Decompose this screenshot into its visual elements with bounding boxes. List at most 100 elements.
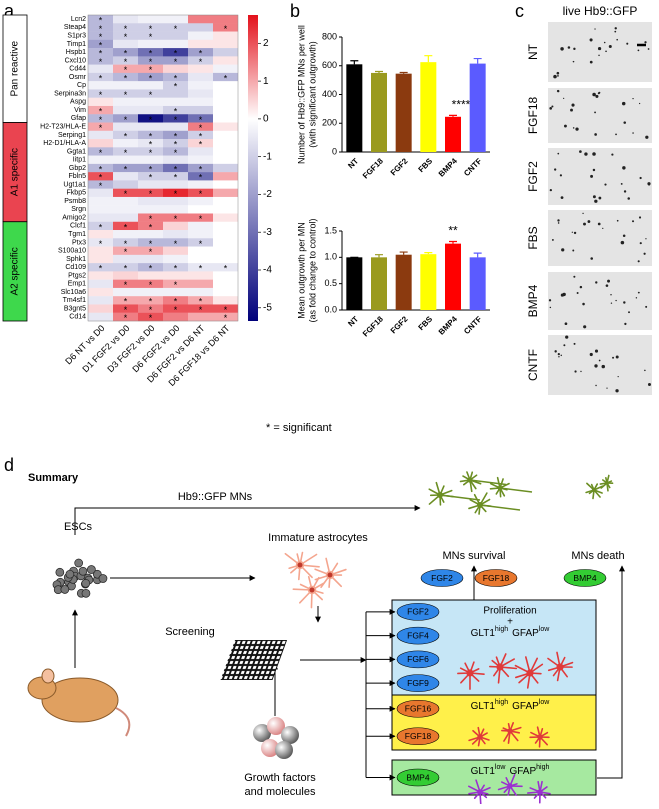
marker-level: high xyxy=(536,764,549,771)
heat-cell xyxy=(188,280,213,288)
heat-cell xyxy=(113,98,138,106)
x-tick-label: NT xyxy=(346,156,360,170)
cell-dot xyxy=(598,223,601,226)
cell-dot xyxy=(594,28,595,29)
heat-cell xyxy=(213,56,238,64)
colorbar-tick-label: -4 xyxy=(263,265,272,276)
x-tick-label: FGF18 xyxy=(361,156,385,180)
heat-cell xyxy=(88,139,113,147)
panel-label: b xyxy=(290,1,300,21)
gene-label: Tm4sf1 xyxy=(63,297,86,304)
heat-cell xyxy=(188,313,213,321)
gene-label: Gfap xyxy=(71,115,86,122)
bar xyxy=(396,255,412,310)
gene-label: Tgm1 xyxy=(68,231,86,238)
heat-cell xyxy=(163,197,188,205)
heat-cell xyxy=(213,114,238,122)
cell-dot xyxy=(638,292,640,294)
heat-cell xyxy=(163,32,188,40)
cell-dot xyxy=(560,47,563,50)
screening-label: Screening xyxy=(165,626,215,638)
esc-cell xyxy=(66,570,74,578)
heat-cell xyxy=(163,255,188,263)
cell-dot xyxy=(626,43,628,45)
heat-cell xyxy=(88,255,113,263)
condition-label: NT xyxy=(526,43,540,60)
gene-label: Serping1 xyxy=(58,132,86,139)
gene-label: Amigo2 xyxy=(62,214,86,221)
cell-dot xyxy=(632,98,633,99)
colorbar-tick-label: -1 xyxy=(263,151,272,162)
heat-cell xyxy=(163,15,188,23)
heat-cell xyxy=(88,213,113,221)
heat-cell xyxy=(213,15,238,23)
heat-cell xyxy=(188,106,213,114)
heat-cell xyxy=(138,15,163,23)
heat-cell xyxy=(163,89,188,97)
cell-dot xyxy=(565,322,568,325)
growth-factors-label: and molecules xyxy=(245,786,316,798)
heat-cell xyxy=(213,106,238,114)
cell-dot xyxy=(602,365,605,368)
error-bar xyxy=(400,252,408,255)
heat-cell xyxy=(88,65,113,73)
factor-label: BMP4 xyxy=(406,772,429,782)
cell-dot xyxy=(593,169,595,171)
panel-label: d xyxy=(4,455,14,475)
reactive-astrocyte xyxy=(466,669,473,676)
heat-cell xyxy=(163,271,188,279)
error-bar xyxy=(350,61,358,65)
heat-cell xyxy=(213,205,238,213)
cell-dot xyxy=(606,284,609,287)
bar xyxy=(420,254,436,310)
heat-cell xyxy=(188,180,213,188)
heat-cell xyxy=(213,40,238,48)
heat-cell xyxy=(138,40,163,48)
error-bar xyxy=(474,253,482,257)
heat-cell xyxy=(88,288,113,296)
error-bar xyxy=(375,72,383,73)
gene-label: H2-T23/HLA-E xyxy=(40,123,86,130)
marker-gene: GFAP xyxy=(509,766,536,777)
condition-label: BMP4 xyxy=(526,284,540,317)
dying-neuron xyxy=(592,488,596,492)
cell-dot xyxy=(574,343,576,345)
reactive-astrocyte xyxy=(526,669,533,676)
heat-cell xyxy=(213,48,238,56)
cell-dot xyxy=(565,336,568,339)
cell-dot xyxy=(598,55,599,56)
y-tick-label: 400 xyxy=(322,89,337,99)
cell-dot xyxy=(648,48,650,50)
condition-label: CNTF xyxy=(526,349,540,381)
heat-cell xyxy=(213,197,238,205)
heat-cell xyxy=(188,197,213,205)
cell-dot xyxy=(604,184,606,186)
heat-cell xyxy=(113,106,138,114)
summary-heading: Summary xyxy=(28,472,79,484)
heat-cell xyxy=(213,139,238,147)
survival-label: MNs survival xyxy=(443,550,506,562)
cell-dot xyxy=(575,127,578,130)
cell-dot xyxy=(610,294,611,295)
group-label: Pan reactive xyxy=(10,41,21,97)
colorbar-tick-label: 0 xyxy=(263,114,269,125)
heat-cell xyxy=(88,205,113,213)
heat-cell xyxy=(113,213,138,221)
cell-dot xyxy=(640,242,642,244)
gene-label: Emp1 xyxy=(68,281,86,288)
colorbar-tick-label: -2 xyxy=(263,189,272,200)
cell-dot xyxy=(623,301,625,303)
cell-dot xyxy=(590,175,593,178)
heat-cell xyxy=(113,40,138,48)
heat-cell xyxy=(163,123,188,131)
cell-dot xyxy=(618,376,619,377)
cell-dot xyxy=(557,219,559,221)
marker-level: low xyxy=(539,699,550,706)
heat-cell xyxy=(213,81,238,89)
cell-dot xyxy=(561,355,562,356)
cell-dot xyxy=(553,75,557,79)
heat-cell xyxy=(213,280,238,288)
heat-cell xyxy=(163,40,188,48)
reactive-astrocyte xyxy=(507,783,512,788)
